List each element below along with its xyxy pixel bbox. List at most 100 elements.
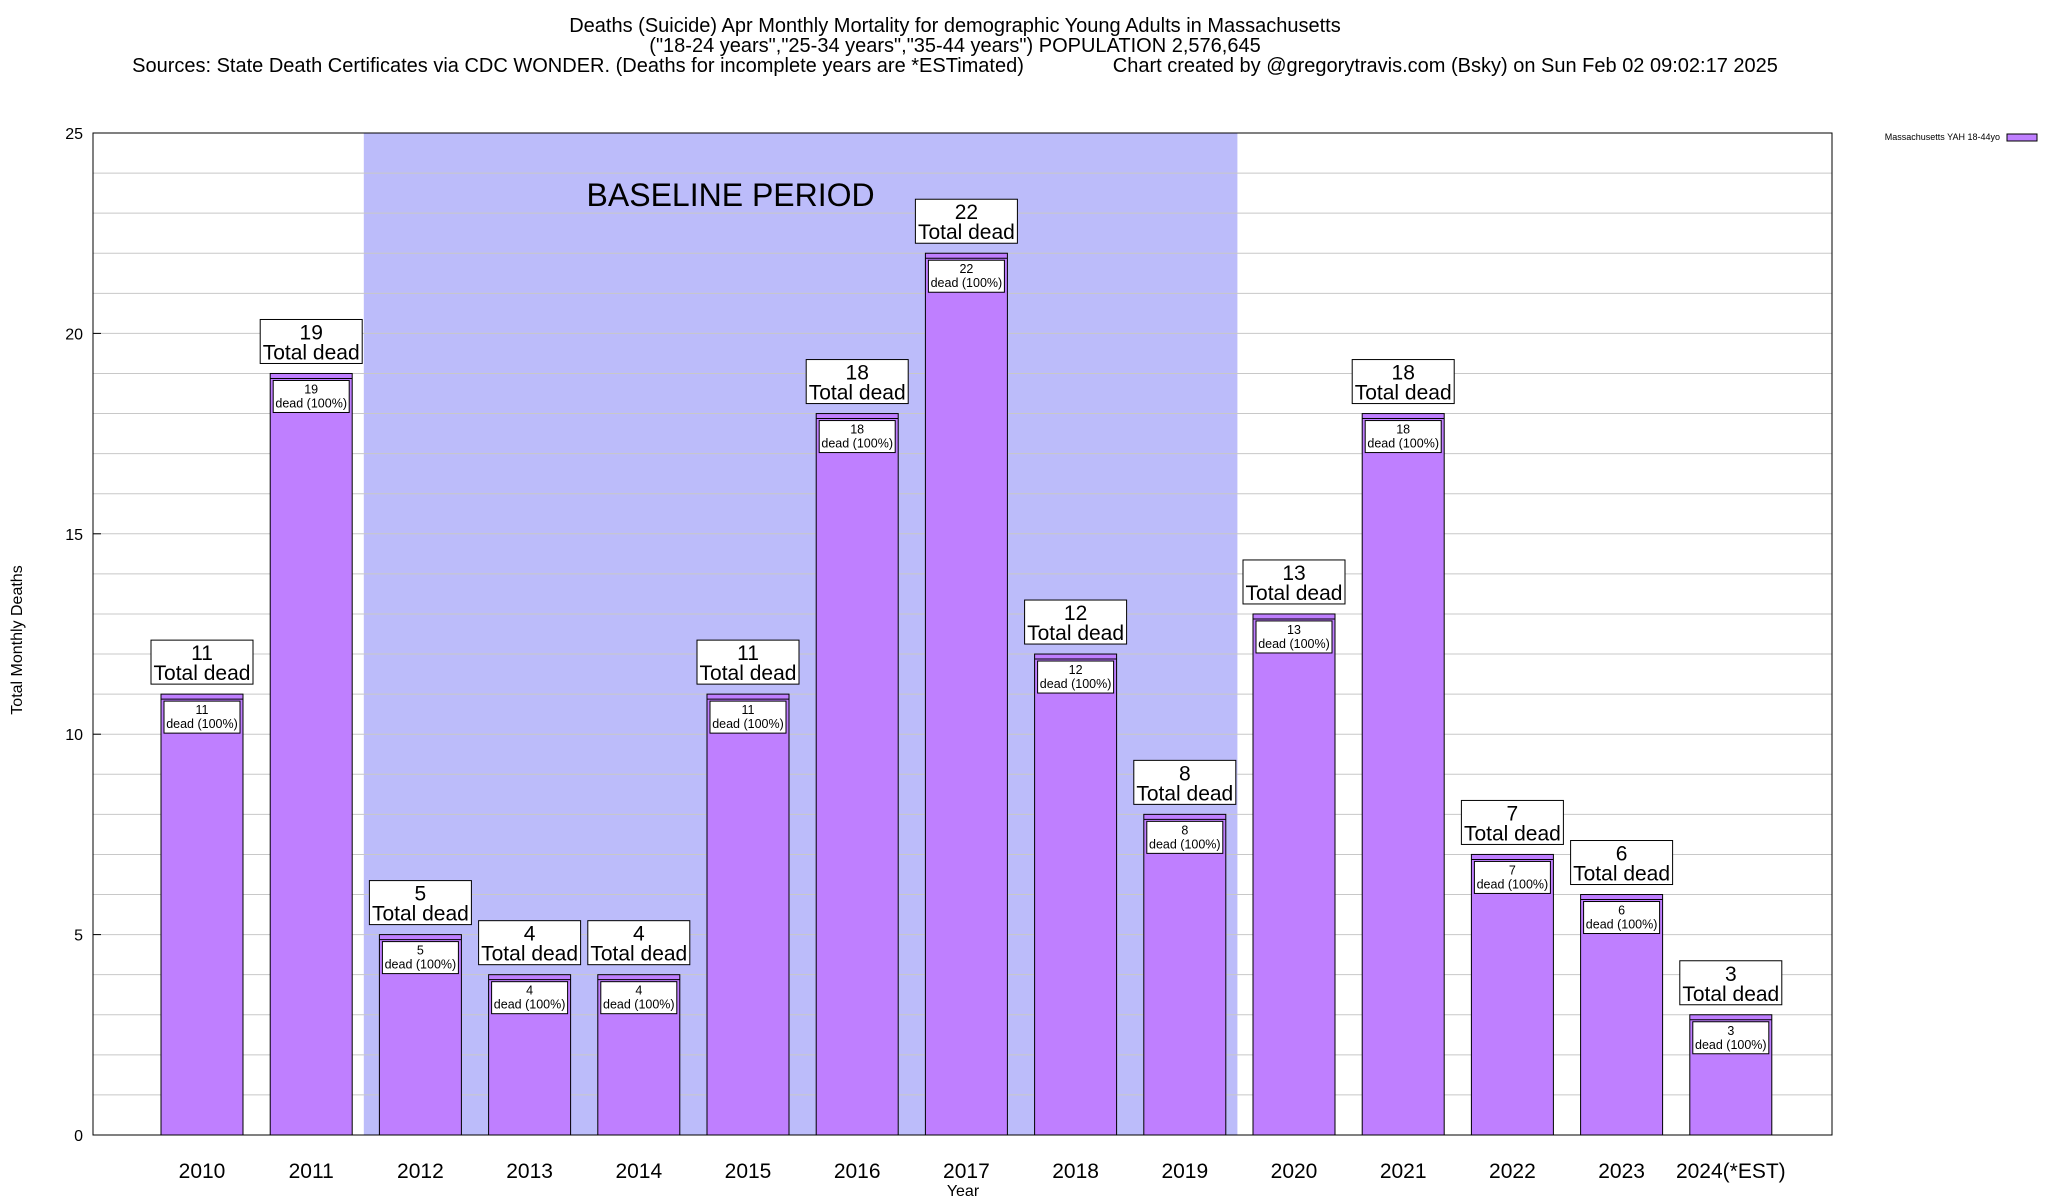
bar-total-label-box [1351, 359, 1455, 405]
y-tick-label: 15 [65, 527, 83, 544]
bar [706, 693, 790, 1136]
y-tick-label: 5 [74, 928, 83, 945]
x-tick-label: 2021 [1380, 1160, 1427, 1183]
bar-total-caption: Total dead [263, 341, 360, 364]
y-tick-label: 25 [65, 126, 83, 143]
bar-inner-caption: dead (100%) [385, 958, 457, 972]
bar-inner-caption: dead (100%) [1258, 637, 1330, 651]
bar-total-caption: Total dead [1464, 822, 1561, 845]
bar [1034, 653, 1118, 1136]
bar-inner-label-box [272, 379, 350, 413]
bar-inner-value: 11 [196, 703, 209, 717]
y-axis-ticks: 0 5 10 15 20 25 [65, 126, 101, 1145]
x-tick-label: 2022 [1489, 1160, 1536, 1183]
bar-total-value: 12 [1064, 602, 1087, 625]
y-tick-label: 0 [74, 1128, 83, 1145]
bar-total-caption: Total dead [1355, 382, 1452, 405]
bar-total-value: 7 [1507, 802, 1519, 825]
bar-inner-caption: dead (100%) [1149, 837, 1221, 851]
x-tick-label: 2014 [615, 1160, 662, 1183]
bar [1580, 894, 1664, 1136]
bar-total-caption: Total dead [1136, 782, 1233, 805]
legend-swatch [2006, 133, 2038, 142]
plot-frame [92, 132, 1833, 1136]
bar-inner-value: 8 [1181, 823, 1188, 837]
bar [815, 413, 899, 1136]
bar-inner-value: 11 [742, 703, 755, 717]
bar-inner-label-box [927, 259, 1005, 293]
bar-total-value: 13 [1282, 562, 1305, 585]
title-line-3: Sources: State Death Certificates via CD… [132, 55, 1778, 77]
bar-total-label-box [478, 920, 582, 966]
bar-inner-value: 7 [1509, 863, 1516, 877]
bar-total-value: 5 [415, 883, 427, 906]
bar-inner-label-box [1692, 1021, 1770, 1055]
bar-total-caption: Total dead [809, 382, 906, 405]
bar-total-value: 8 [1179, 762, 1191, 785]
chart-title: Deaths (Suicide) Apr Monthly Mortality f… [132, 15, 1778, 77]
x-tick-label: 2011 [289, 1160, 334, 1183]
bar-total-caption: Total dead [1246, 582, 1343, 605]
bar-total-value: 6 [1616, 843, 1628, 866]
legend-label: Massachusetts YAH 18-44yo [1885, 132, 2000, 142]
bar-total-caption: Total dead [700, 662, 797, 685]
bar [1470, 853, 1554, 1136]
bar-inner-caption: dead (100%) [1040, 677, 1112, 691]
bar-inner-label-box [1364, 420, 1442, 454]
bar-inner-label-box [709, 700, 787, 734]
bar-total-label-box [1133, 759, 1237, 805]
x-tick-label: 2018 [1052, 1160, 1099, 1183]
x-tick-label: 2016 [834, 1160, 881, 1183]
bar-inner-value: 5 [417, 944, 424, 958]
bar-inner-value: 18 [1396, 423, 1410, 437]
bar-inner-value: 3 [1727, 1024, 1734, 1038]
x-tick-label: 2015 [725, 1160, 772, 1183]
bar-inner-value: 13 [1287, 623, 1301, 637]
bar-total-value: 4 [524, 923, 536, 946]
y-axis-label: Total Monthly Deaths [9, 565, 26, 714]
bar-inner-label-box [1583, 901, 1661, 935]
bar-total-label-box [696, 639, 800, 685]
bar-inner-caption: dead (100%) [1477, 877, 1549, 891]
bar [269, 372, 353, 1136]
x-tick-label: 2023 [1598, 1160, 1645, 1183]
x-axis-ticks: 2010 2011 2012 2013 2014 2015 2016 2017 2018 2019… [179, 1160, 1786, 1183]
bar-inner-caption: dead (100%) [494, 998, 566, 1012]
title-line-1: Deaths (Suicide) Apr Monthly Mortality f… [569, 15, 1341, 37]
bar-inner-label-box [1037, 660, 1115, 694]
bar-total-label-box [368, 880, 472, 926]
bar-inner-caption: dead (100%) [712, 717, 784, 731]
bar-total-label-box [1679, 960, 1783, 1006]
bar-inner-caption: dead (100%) [603, 998, 675, 1012]
bar [1361, 413, 1445, 1136]
bar-total-label-box [914, 198, 1018, 244]
title-line-2: ("18-24 years","25-34 years","35-44 year… [649, 35, 1260, 57]
bar-inner-label-box [491, 981, 569, 1015]
bar-inner-caption: dead (100%) [166, 717, 238, 731]
bar-total-value: 18 [1392, 362, 1415, 385]
bar-total-value: 19 [300, 321, 323, 344]
bar-total-caption: Total dead [154, 662, 251, 685]
bar-inner-value: 6 [1618, 904, 1625, 918]
bar-inner-label-box [1255, 620, 1333, 654]
bar-inner-label-box [381, 941, 459, 975]
bar-inner-caption: dead (100%) [275, 396, 347, 410]
bar-total-label-box [150, 639, 254, 685]
bar-total-value: 3 [1725, 963, 1737, 986]
bar-total-caption: Total dead [1027, 622, 1124, 645]
bar-inner-caption: dead (100%) [1367, 437, 1439, 451]
bar-inner-value: 12 [1069, 663, 1083, 677]
bar-total-label-box [1570, 840, 1674, 886]
x-tick-label: 2010 [179, 1160, 226, 1183]
x-axis-label: Year [947, 1183, 980, 1200]
bar-total-label-box [1460, 799, 1564, 845]
bar-inner-value: 18 [850, 423, 864, 437]
bar-inner-caption: dead (100%) [821, 437, 893, 451]
bar-total-value: 22 [955, 201, 978, 224]
bar-total-caption: Total dead [918, 221, 1015, 244]
bar-total-label-box [805, 359, 909, 405]
x-tick-label: 2012 [397, 1160, 444, 1183]
bar [1252, 613, 1336, 1136]
